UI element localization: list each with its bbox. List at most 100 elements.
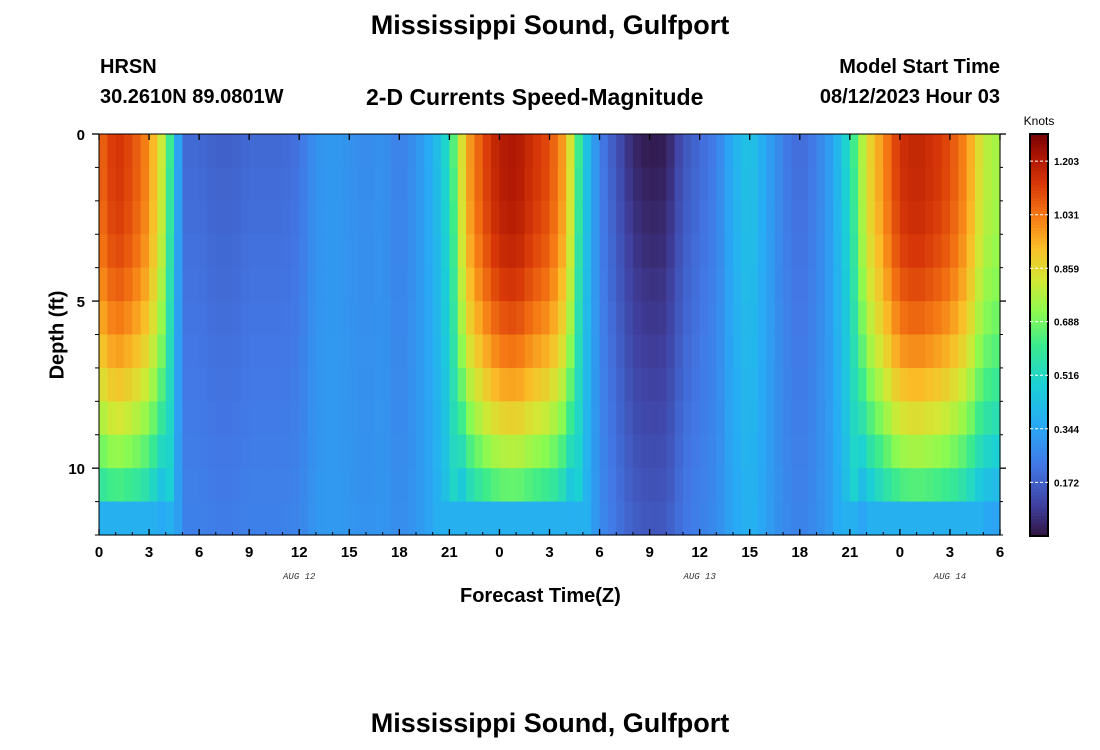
heatmap-cell — [165, 434, 175, 469]
heatmap-cell — [407, 167, 417, 202]
colorbar-segment — [1030, 338, 1048, 343]
colorbar-segment — [1030, 465, 1048, 470]
heatmap-cell — [516, 234, 526, 269]
colorbar-segment — [1030, 391, 1048, 396]
heatmap-cell — [624, 301, 634, 336]
heatmap-cell — [174, 367, 184, 402]
heatmap-cell — [315, 301, 325, 336]
heatmap-cell — [299, 234, 309, 269]
heatmap-cell — [824, 134, 834, 169]
model-start-value: 08/12/2023 Hour 03 — [819, 86, 1000, 108]
heatmap-cell — [833, 501, 843, 536]
heatmap-cell — [657, 434, 667, 469]
heatmap-cell — [416, 200, 425, 235]
colorbar-segment — [1030, 204, 1048, 209]
heatmap-cell — [457, 434, 467, 469]
heatmap-cell — [282, 234, 292, 269]
x-tick-label: 15 — [741, 544, 758, 561]
colorbar-segment — [1030, 345, 1048, 349]
heatmap-cell — [866, 468, 876, 503]
colorbar-segment — [1030, 415, 1048, 420]
heatmap-cell — [215, 367, 225, 402]
heatmap-cell — [974, 167, 984, 202]
heatmap-cell — [199, 401, 209, 436]
heatmap-cell — [182, 167, 192, 202]
heatmap-cell — [424, 234, 434, 269]
heatmap-cell — [140, 334, 150, 369]
heatmap-cell — [249, 234, 259, 269]
heatmap-cell — [858, 401, 868, 436]
heatmap-cell — [407, 267, 417, 302]
heatmap-cell — [874, 434, 884, 469]
heatmap-cell — [991, 301, 1001, 336]
heatmap-cell — [249, 501, 259, 536]
heatmap-cell — [257, 200, 267, 235]
heatmap-cell — [365, 301, 375, 336]
heatmap-cell — [207, 134, 217, 169]
heatmap-cell — [340, 234, 350, 269]
heatmap-cell — [432, 234, 442, 269]
heatmap-cell — [866, 434, 876, 469]
heatmap-cell — [941, 234, 951, 269]
colorbar-segment — [1030, 395, 1048, 400]
heatmap-cell — [340, 167, 350, 202]
heatmap-cell — [924, 301, 934, 336]
heatmap-cell — [132, 367, 142, 402]
heatmap-cell — [549, 134, 559, 169]
heatmap-cell — [140, 468, 150, 503]
heatmap-cell — [332, 334, 342, 369]
heatmap-cell — [374, 267, 384, 302]
heatmap-cell — [157, 334, 167, 369]
colorbar-segment — [1030, 328, 1048, 333]
heatmap-cell — [908, 401, 918, 436]
heatmap-cell — [332, 234, 342, 269]
heatmap-cell — [107, 200, 117, 235]
heatmap-cell — [424, 134, 434, 169]
heatmap-cell — [307, 134, 317, 169]
heatmap-cell — [516, 334, 526, 369]
heatmap-cell — [657, 167, 667, 202]
heatmap-cell — [549, 167, 559, 202]
heatmap-cell — [708, 334, 717, 369]
heatmap-cell — [207, 200, 217, 235]
heatmap-cell — [432, 200, 442, 235]
heatmap-cell — [849, 301, 859, 336]
heatmap-cell — [591, 267, 601, 302]
heatmap-cell — [582, 234, 592, 269]
heatmap-cell — [774, 267, 784, 302]
heatmap-cell — [924, 401, 934, 436]
heatmap-cell — [416, 267, 425, 302]
heatmap-cell — [616, 301, 626, 336]
heatmap-cell — [708, 267, 717, 302]
heatmap-cell — [416, 434, 425, 469]
heatmap-cell — [641, 301, 651, 336]
heatmap-cell — [966, 200, 976, 235]
heatmap-cell — [641, 134, 651, 169]
heatmap-cell — [983, 401, 993, 436]
heatmap-cell — [691, 401, 701, 436]
heatmap-cell — [891, 367, 901, 402]
heatmap-cell — [190, 167, 200, 202]
heatmap-cell — [332, 200, 342, 235]
heatmap-cell — [282, 301, 292, 336]
heatmap-cell — [449, 234, 459, 269]
heatmap-cell — [699, 167, 709, 202]
heatmap-cell — [99, 134, 108, 169]
heatmap-cell — [599, 468, 609, 503]
heatmap-cell — [482, 334, 492, 369]
heatmap-cell — [265, 134, 275, 169]
heatmap-cell — [632, 501, 642, 536]
heatmap-cell — [382, 134, 392, 169]
heatmap-cell — [557, 234, 567, 269]
heatmap-cell — [390, 267, 400, 302]
heatmap-cell — [157, 301, 167, 336]
heatmap-cell — [441, 468, 450, 503]
heatmap-cell — [908, 301, 918, 336]
heatmap-cell — [240, 401, 250, 436]
heatmap-cell — [432, 367, 442, 402]
heatmap-cell — [149, 134, 158, 169]
heatmap-cell — [199, 200, 209, 235]
heatmap-cell — [849, 134, 859, 169]
heatmap-cell — [449, 200, 459, 235]
heatmap-cell — [324, 334, 334, 369]
